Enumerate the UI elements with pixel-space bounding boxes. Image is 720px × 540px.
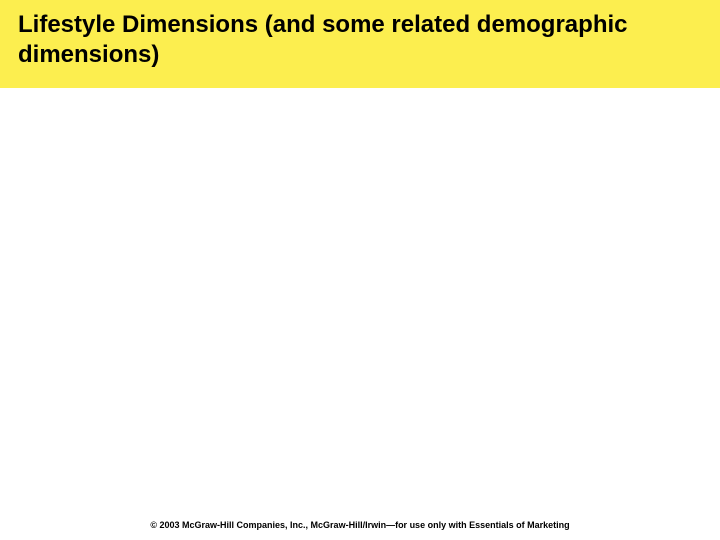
- copyright-footer: © 2003 McGraw-Hill Companies, Inc., McGr…: [0, 520, 720, 530]
- slide-title: Lifestyle Dimensions (and some related d…: [18, 10, 702, 70]
- title-header-bar: Lifestyle Dimensions (and some related d…: [0, 0, 720, 88]
